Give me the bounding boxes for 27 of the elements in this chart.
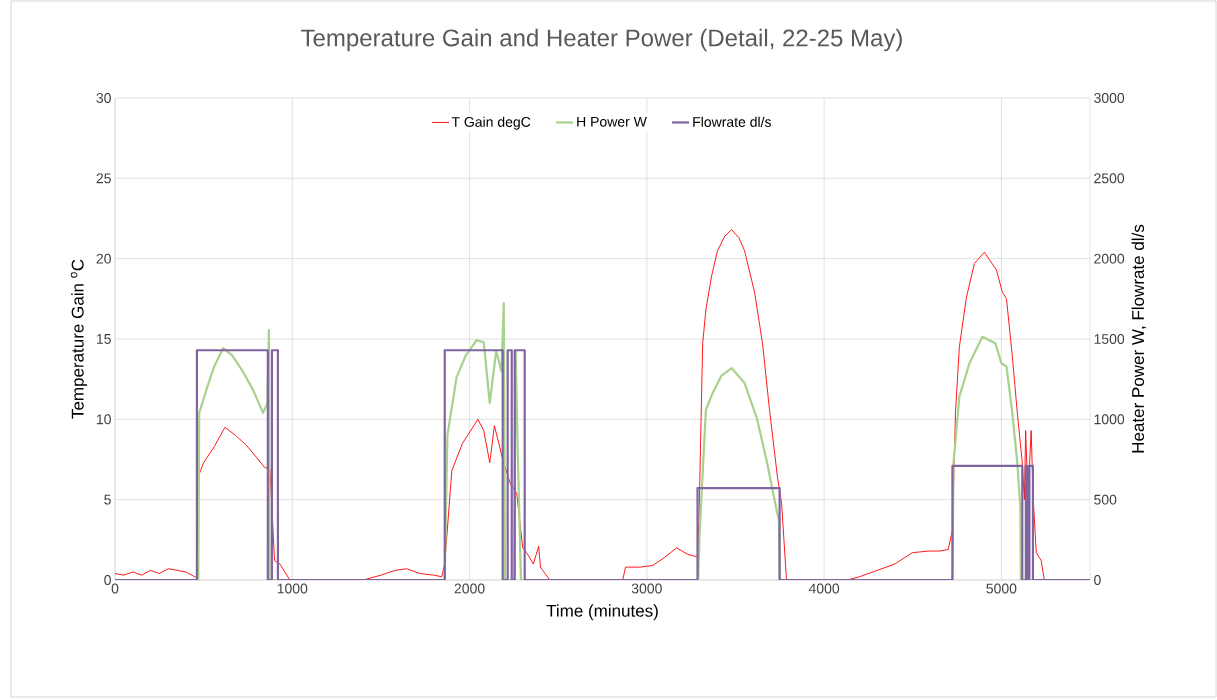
x-tick-label: 5000: [986, 583, 1017, 594]
y-tick-label: 10: [96, 414, 111, 425]
y-tick-label: 5: [104, 494, 111, 505]
y2-tick-label: 2000: [1094, 253, 1125, 264]
y-tick-label: 20: [96, 253, 111, 264]
y-axis-title: Temperature Gain $^{o}$C: [70, 259, 88, 419]
legend-label: T Gain degC: [451, 116, 531, 130]
x-tick-label: 3000: [631, 583, 662, 594]
legend-label: H Power W: [577, 116, 647, 127]
y-tick-label: 25: [96, 173, 111, 184]
x-axis-title: Time (minutes): [546, 604, 658, 621]
chart-title: Temperature Gain and Heater Power (Detail, 22-25 May): [301, 28, 902, 52]
y2-tick-label: 2500: [1094, 173, 1125, 184]
y2-tick-label: 0: [1094, 575, 1101, 585]
legend-label: Flowrate dl/s: [693, 116, 771, 127]
x-tick-label: 2000: [454, 583, 485, 594]
x-tick-label: 0: [111, 583, 119, 594]
y2-tick-label: 1500: [1094, 334, 1125, 344]
x-tick-label: 1000: [277, 583, 308, 594]
y-tick-label: 0: [104, 575, 111, 585]
y2-tick-label: 3000: [1094, 93, 1125, 103]
x-tick-label: 4000: [808, 583, 840, 594]
y2-tick-label: 1000: [1094, 414, 1125, 425]
y-tick-label: 30: [96, 93, 111, 103]
y2-axis-title: Heater Power W, Flowrate dl/s: [1131, 224, 1147, 453]
y2-tick-label: 500: [1094, 494, 1117, 505]
y-tick-label: 15: [96, 334, 111, 344]
